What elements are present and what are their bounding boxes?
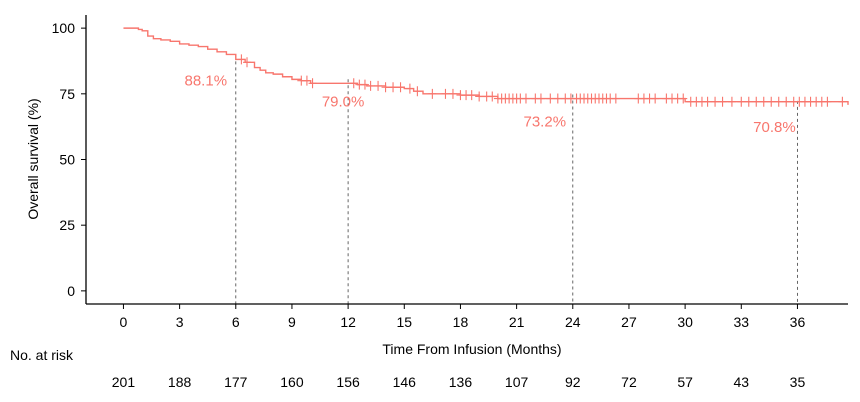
survival-annotation: 73.2% <box>524 114 567 131</box>
survival-annotation: 88.1% <box>185 72 228 89</box>
censor-mark <box>782 96 791 107</box>
censor-mark <box>521 93 530 104</box>
risk-count: 201 <box>112 374 136 390</box>
y-tick-label: 100 <box>52 20 76 36</box>
censor-mark <box>243 57 252 68</box>
risk-count: 57 <box>677 374 693 390</box>
x-tick-label: 12 <box>340 314 356 330</box>
x-tick-label: 9 <box>288 314 296 330</box>
censor-mark <box>823 96 832 107</box>
censor-mark <box>546 93 555 104</box>
risk-count: 35 <box>790 374 806 390</box>
y-tick-label: 0 <box>67 283 75 299</box>
censor-mark <box>744 96 753 107</box>
censor-mark <box>838 96 847 107</box>
censor-mark <box>366 80 375 91</box>
x-tick-label: 6 <box>232 314 240 330</box>
y-tick-label: 50 <box>59 152 75 168</box>
x-tick-label: 36 <box>790 314 806 330</box>
survival-step-line <box>123 27 849 105</box>
censor-mark <box>381 82 390 93</box>
censor-mark <box>374 80 383 91</box>
censor-mark <box>553 93 562 104</box>
x-tick-label: 30 <box>677 314 693 330</box>
censor-mark <box>441 88 450 99</box>
censor-mark <box>413 86 422 97</box>
censor-mark <box>308 78 317 89</box>
x-tick-label: 21 <box>509 314 525 330</box>
risk-count: 136 <box>449 374 473 390</box>
x-tick-label: 27 <box>621 314 637 330</box>
survival-curve <box>123 27 849 107</box>
censor-mark <box>737 96 746 107</box>
risk-table-title: No. at risk <box>10 347 74 363</box>
x-tick-label: 24 <box>565 314 581 330</box>
censor-mark <box>428 88 437 99</box>
x-axis-title: Time From Infusion (Months) <box>382 341 561 357</box>
risk-count: 92 <box>565 374 581 390</box>
censor-mark <box>536 93 545 104</box>
risk-count: 156 <box>336 374 360 390</box>
censor-mark <box>302 75 311 86</box>
censor-mark <box>759 96 768 107</box>
censor-mark <box>396 82 405 93</box>
axes <box>85 15 848 305</box>
censor-mark <box>237 54 246 65</box>
censor-mark <box>727 96 736 107</box>
censor-mark <box>475 91 484 102</box>
risk-count: 72 <box>621 374 637 390</box>
y-axis-title: Overall survival (%) <box>25 98 41 219</box>
censor-mark <box>611 93 620 104</box>
censor-mark <box>467 90 476 101</box>
censor-mark <box>703 96 712 107</box>
risk-count: 188 <box>168 374 192 390</box>
censor-mark <box>651 93 660 104</box>
censor-mark <box>767 96 776 107</box>
reference-lines <box>235 55 798 304</box>
risk-table: 201 188 177 160 156 146 136 107 92 72 57 43 35 <box>112 374 806 390</box>
censor-mark <box>774 96 783 107</box>
y-tick-label: 25 <box>59 217 75 233</box>
censor-mark <box>389 82 398 93</box>
censor-mark <box>718 96 727 107</box>
survival-annotations: 88.1% 79.0% 73.2% 70.8% <box>185 72 796 135</box>
risk-count: 146 <box>393 374 417 390</box>
survival-annotation: 79.0% <box>322 93 365 110</box>
censor-mark <box>488 91 497 102</box>
censor-mark <box>679 93 688 104</box>
x-tick-label: 0 <box>120 314 128 330</box>
y-tick-label: 75 <box>59 86 75 102</box>
risk-count: 177 <box>224 374 248 390</box>
censor-mark <box>360 79 369 90</box>
x-tick-label: 18 <box>453 314 469 330</box>
censor-mark <box>349 78 358 89</box>
risk-count: 160 <box>280 374 304 390</box>
censor-mark <box>405 83 414 94</box>
risk-count: 43 <box>733 374 749 390</box>
censor-mark <box>752 96 761 107</box>
censor-mark <box>711 96 720 107</box>
survival-annotation: 70.8% <box>753 119 796 136</box>
x-tick-label: 33 <box>733 314 749 330</box>
censor-mark <box>448 88 457 99</box>
risk-count: 107 <box>505 374 529 390</box>
x-tick-label: 3 <box>176 314 184 330</box>
x-tick-label: 15 <box>396 314 412 330</box>
